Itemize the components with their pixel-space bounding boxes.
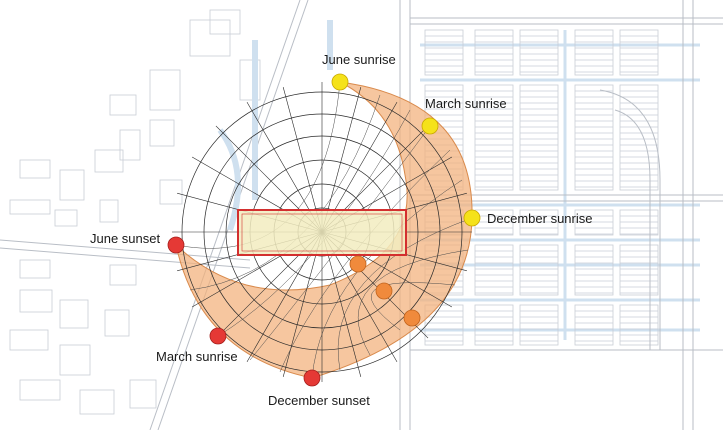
building-footprint bbox=[237, 209, 407, 256]
housing-block bbox=[619, 304, 659, 346]
housing-block bbox=[574, 84, 614, 191]
housing-block bbox=[619, 29, 659, 76]
building bbox=[59, 169, 85, 201]
december-sunset-dot bbox=[303, 369, 321, 387]
polar-radial bbox=[321, 87, 362, 233]
building bbox=[129, 379, 157, 409]
building bbox=[104, 309, 130, 337]
housing-block bbox=[574, 244, 614, 296]
housing-block bbox=[519, 84, 559, 191]
building-footprint-inner bbox=[241, 213, 403, 252]
housing-block bbox=[474, 244, 514, 296]
housing-block bbox=[519, 244, 559, 296]
polar-radial bbox=[321, 231, 362, 377]
building bbox=[209, 9, 241, 35]
hour-line bbox=[370, 282, 456, 331]
march-sunrise-bottom-dot bbox=[209, 327, 227, 345]
june-sunset-dot bbox=[167, 236, 185, 254]
hour-marker-dot bbox=[375, 282, 393, 300]
june-sunrise-label: June sunrise bbox=[322, 52, 396, 67]
building bbox=[149, 69, 181, 111]
building bbox=[59, 344, 91, 376]
building bbox=[9, 329, 49, 351]
housing-block bbox=[519, 29, 559, 76]
hour-line bbox=[311, 179, 463, 379]
central-water bbox=[217, 20, 333, 231]
building bbox=[59, 299, 89, 329]
building bbox=[19, 379, 61, 401]
housing-block bbox=[474, 84, 514, 191]
housing-block bbox=[519, 304, 559, 346]
hour-line bbox=[337, 217, 473, 371]
housing-block bbox=[519, 209, 559, 236]
december-sunrise-dot bbox=[463, 209, 481, 227]
housing-block bbox=[619, 244, 659, 296]
housing-block bbox=[574, 304, 614, 346]
building bbox=[19, 159, 51, 179]
building bbox=[79, 389, 115, 415]
building bbox=[99, 199, 119, 223]
building bbox=[109, 264, 137, 286]
building bbox=[149, 119, 175, 147]
housing-blocks-left bbox=[9, 9, 261, 415]
building bbox=[19, 259, 51, 279]
building bbox=[109, 94, 137, 116]
march-sunrise-bottom-label: March sunrise bbox=[156, 349, 238, 364]
hour-line bbox=[249, 125, 431, 361]
polar-radial bbox=[282, 87, 323, 233]
polar-radial bbox=[282, 231, 323, 377]
housing-block bbox=[474, 304, 514, 346]
housing-block bbox=[424, 29, 464, 76]
housing-block bbox=[619, 84, 659, 191]
building bbox=[159, 179, 183, 205]
housing-block bbox=[574, 209, 614, 236]
building bbox=[119, 129, 141, 161]
housing-block bbox=[424, 304, 464, 346]
march-sunrise-top-dot bbox=[421, 117, 439, 135]
building bbox=[19, 289, 53, 313]
building bbox=[94, 149, 124, 173]
hour-marker-dot bbox=[403, 309, 421, 327]
building bbox=[9, 199, 51, 215]
building bbox=[54, 209, 78, 227]
housing-block bbox=[474, 29, 514, 76]
building bbox=[239, 59, 261, 101]
december-sunset-label: December sunset bbox=[268, 393, 370, 408]
june-sunrise-dot bbox=[331, 73, 349, 91]
june-sunset-label: June sunset bbox=[90, 231, 160, 246]
hour-line bbox=[279, 149, 451, 373]
december-sunrise-label: December sunrise bbox=[487, 211, 593, 226]
housing-block bbox=[574, 29, 614, 76]
housing-block bbox=[619, 209, 659, 236]
march-sunrise-top-label: March sunrise bbox=[425, 96, 507, 111]
hour-marker-dot bbox=[349, 255, 367, 273]
hour-line bbox=[357, 249, 469, 356]
